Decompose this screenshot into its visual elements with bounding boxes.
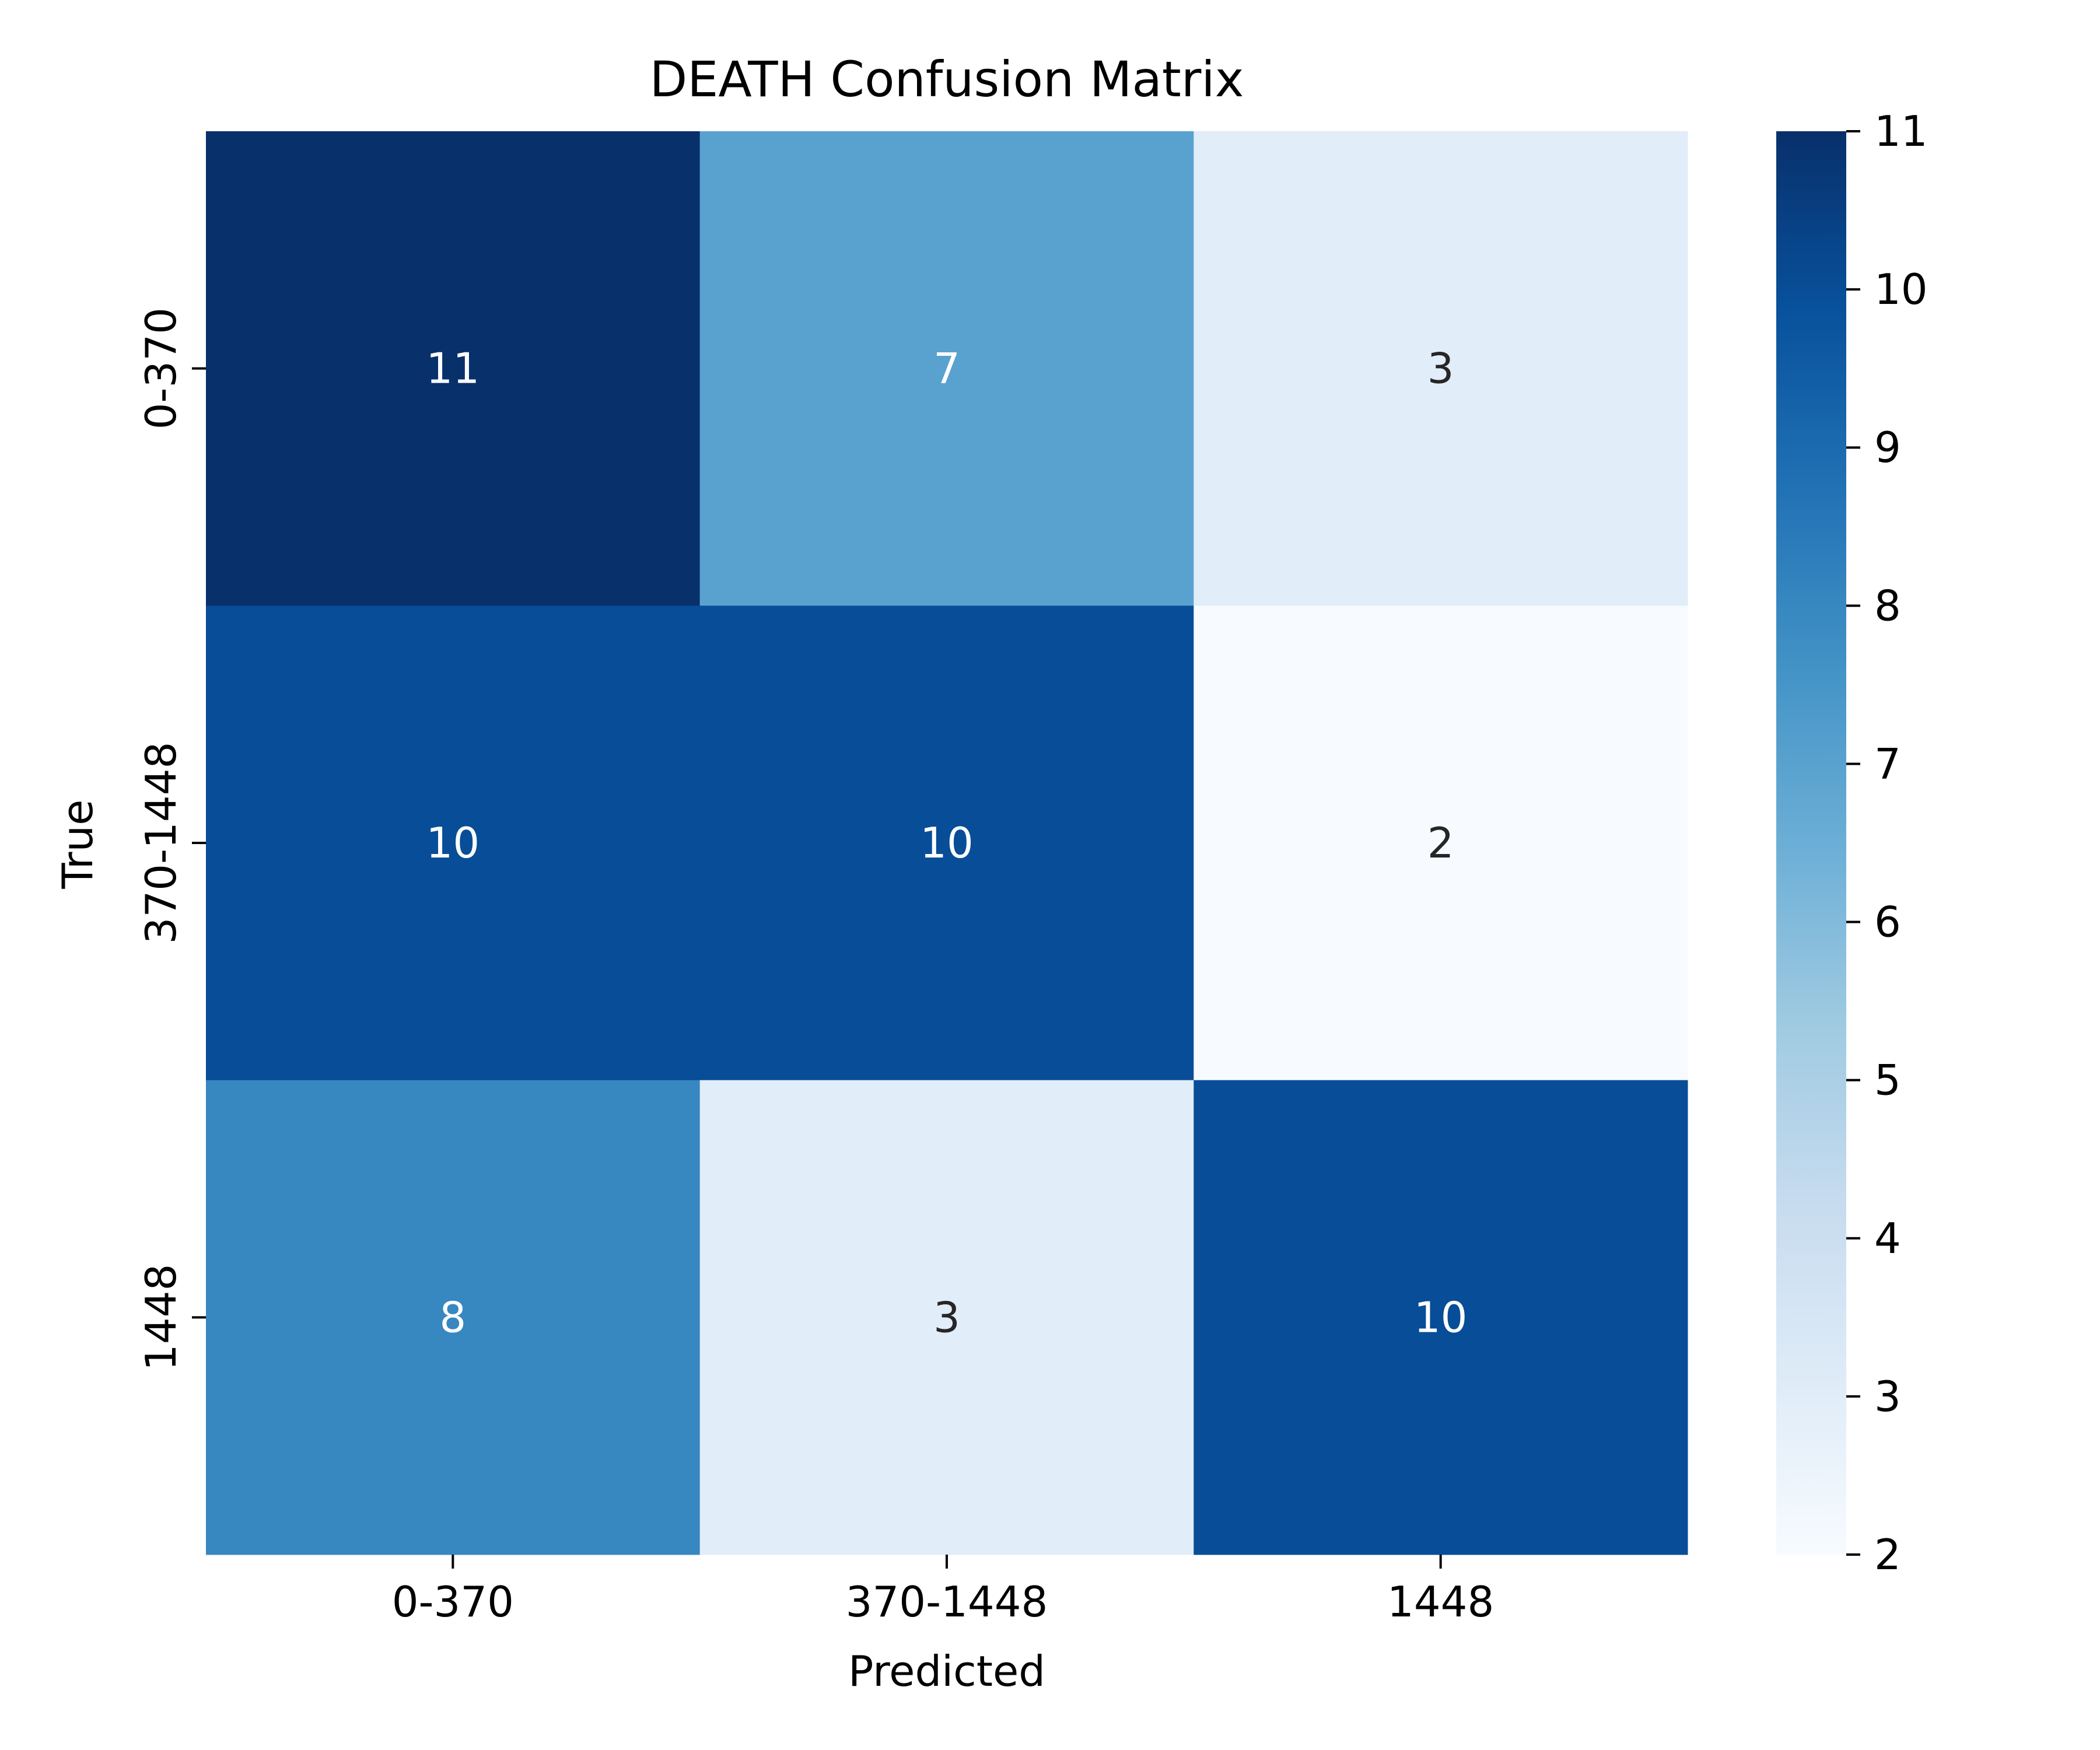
colorbar-gradient [1776,131,1846,1555]
heatmap-cell [206,606,701,1081]
x-tick-label: 0-370 [392,1577,514,1626]
heatmap-cell-labels: 11 7 3 10 10 2 8 3 10 [426,344,1468,1342]
cell-value-label: 7 [933,344,960,393]
colorbar-tick-label: 7 [1874,739,1901,788]
cell-value-label: 8 [439,1293,466,1342]
y-tick-label: 0-370 [136,307,186,429]
cell-value-label: 10 [1414,1293,1468,1342]
chart-title: DEATH Confusion Matrix [650,51,1244,108]
x-tick-label: 370-1448 [846,1577,1048,1626]
x-axis: 0-370 370-1448 1448 [392,1555,1494,1626]
x-tick-label: 1448 [1387,1577,1494,1626]
cell-value-label: 11 [426,344,480,393]
colorbar-tick-label: 2 [1874,1530,1901,1579]
y-tick-label: 370-1448 [136,742,186,944]
colorbar-tick-label: 11 [1874,107,1928,156]
heatmap-cell [699,131,1194,606]
heatmap-cell [1194,131,1688,606]
colorbar-tick-label: 5 [1874,1056,1901,1105]
y-axis-label: True [53,800,102,890]
cell-value-label: 3 [933,1293,960,1342]
heatmap-cell [699,606,1194,1081]
colorbar-tick-label: 10 [1874,265,1928,314]
colorbar: 2 3 4 5 6 7 8 9 10 11 [1776,107,1928,1579]
colorbar-tick-label: 9 [1874,423,1901,472]
cell-value-label: 10 [920,818,974,867]
heatmap-cell [1194,1080,1688,1555]
y-tick-label: 1448 [136,1264,186,1371]
heatmap-cells [206,131,1688,1555]
heatmap-cell [206,1080,701,1555]
y-axis: 0-370 370-1448 1448 [136,307,206,1371]
heatmap-cell [1194,606,1688,1081]
cell-value-label: 2 [1427,818,1454,867]
x-axis-label: Predicted [848,1647,1045,1696]
colorbar-tick-label: 8 [1874,581,1901,630]
heatmap-cell [206,131,701,606]
colorbar-tick-label: 4 [1874,1214,1901,1263]
cell-value-label: 10 [426,818,480,867]
cell-value-label: 3 [1427,344,1454,393]
heatmap-cell [699,1080,1194,1555]
colorbar-tick-label: 3 [1874,1372,1901,1421]
colorbar-tick-label: 6 [1874,898,1901,947]
